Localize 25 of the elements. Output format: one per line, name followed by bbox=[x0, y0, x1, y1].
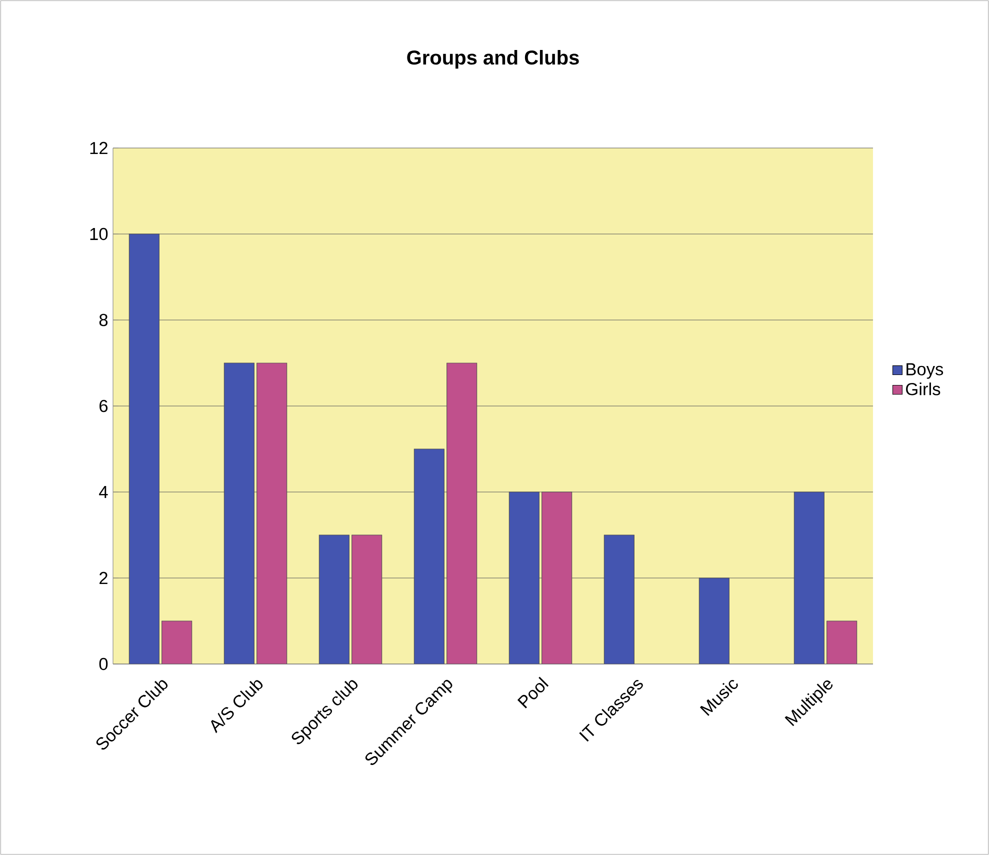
chart-title: Groups and Clubs bbox=[407, 50, 579, 69]
bar bbox=[794, 492, 824, 664]
bar bbox=[604, 534, 634, 664]
bar bbox=[352, 534, 382, 664]
bar bbox=[256, 362, 288, 664]
y-tick-label: 6 bbox=[100, 400, 108, 412]
bar bbox=[128, 234, 160, 664]
bar bbox=[318, 534, 350, 664]
y-tick-label: 8 bbox=[99, 314, 108, 326]
bar bbox=[224, 362, 254, 664]
bar bbox=[698, 578, 730, 664]
legend-label: Girls bbox=[906, 382, 940, 396]
y-tick-label: 0 bbox=[99, 658, 108, 670]
x-tick-label: A/S Club bbox=[211, 680, 263, 734]
bar bbox=[542, 492, 572, 664]
bar bbox=[162, 620, 192, 664]
y-tick-label: 2 bbox=[100, 572, 108, 584]
y-tick-label: 12 bbox=[90, 142, 108, 154]
y-tick-label: 4 bbox=[99, 486, 108, 498]
bar bbox=[826, 620, 858, 664]
y-tick-label: 10 bbox=[90, 228, 108, 240]
bar bbox=[446, 362, 478, 664]
legend-label: Boys bbox=[906, 363, 944, 379]
bar bbox=[414, 448, 444, 664]
bar bbox=[508, 492, 540, 664]
